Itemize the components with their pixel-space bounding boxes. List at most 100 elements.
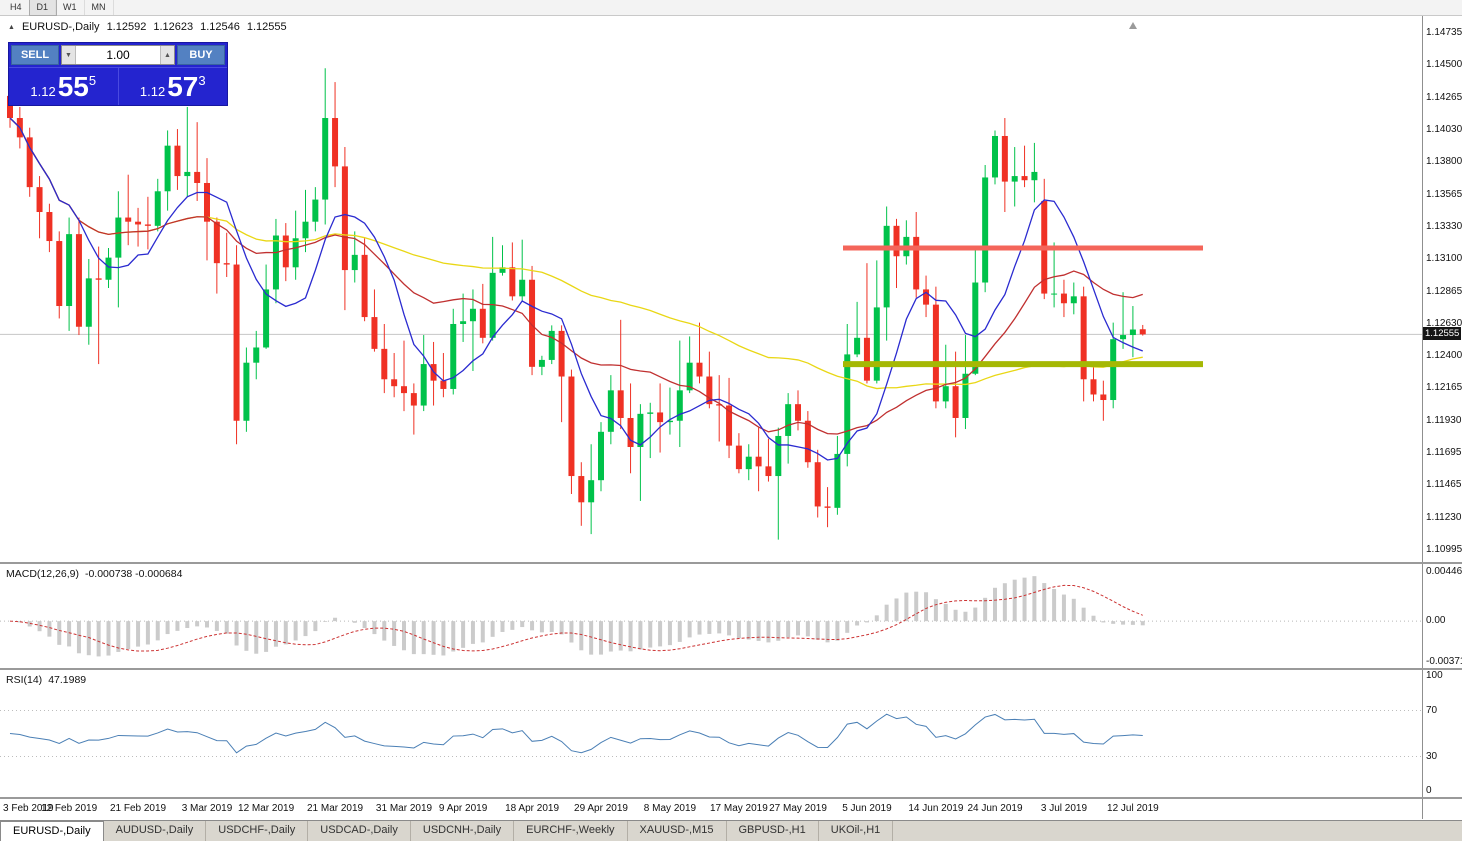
sell-button[interactable]: SELL xyxy=(11,45,59,65)
candle-body xyxy=(332,118,339,167)
x-axis-label: 31 Mar 2019 xyxy=(375,803,433,814)
pane-separator[interactable] xyxy=(0,797,1462,799)
timeframe-d1-button[interactable]: D1 xyxy=(28,0,58,16)
candle-body xyxy=(371,317,378,349)
candle-body xyxy=(686,362,693,391)
tab-eurusd-daily[interactable]: EURUSD-,Daily xyxy=(0,821,104,841)
candle-body xyxy=(361,254,368,318)
candle-body xyxy=(696,362,703,377)
candle-body xyxy=(26,137,33,188)
x-axis-label: 3 Jul 2019 xyxy=(1040,803,1088,814)
candle-body xyxy=(499,267,506,273)
candle-body xyxy=(735,445,742,470)
candle-body xyxy=(578,476,585,503)
rsi-tick: 0 xyxy=(1426,785,1432,796)
candle-body xyxy=(56,241,63,307)
rsi-line xyxy=(9,713,1143,754)
price-scale[interactable]: 1.14735 1.14500 1.14265 1.14030 1.13800 1.135… xyxy=(1422,16,1462,819)
candle-body xyxy=(253,347,260,363)
candle-body xyxy=(863,337,870,381)
candle-body xyxy=(657,412,664,423)
price-tick: 1.11465 xyxy=(1426,479,1462,491)
tab-usdchf-daily[interactable]: USDCHF-,Daily xyxy=(206,821,309,841)
tab-audusd-daily[interactable]: AUDUSD-,Daily xyxy=(104,821,207,841)
candle-body xyxy=(341,166,348,271)
time-axis[interactable]: 3 Feb 2019 12 Feb 2019 21 Feb 2019 3 Mar 20… xyxy=(0,799,1422,819)
candle-body xyxy=(745,456,752,470)
candle-body xyxy=(529,279,536,367)
ma-fast-line xyxy=(9,117,1143,461)
macd-indicator-canvas[interactable] xyxy=(0,564,1422,668)
candle-body xyxy=(982,177,989,283)
candle-body xyxy=(194,171,201,183)
price-tick: 1.11930 xyxy=(1426,414,1462,426)
candle-body xyxy=(410,393,417,406)
timeframe-w1-button[interactable]: W1 xyxy=(56,0,85,15)
chart-shift-marker-icon[interactable] xyxy=(1129,22,1137,29)
candle-body xyxy=(1129,329,1136,336)
tab-usdcnh-daily[interactable]: USDCNH-,Daily xyxy=(411,821,515,841)
candle-body xyxy=(125,217,132,222)
buy-price[interactable]: 1.12 57 3 xyxy=(117,68,228,105)
candle-body xyxy=(854,337,861,355)
candle-body xyxy=(1070,296,1077,304)
volume-input[interactable]: 1.00 xyxy=(106,48,130,62)
chart-header: ▲ EURUSD-,Daily 1.12592 1.12623 1.12546 … xyxy=(8,21,287,33)
candle-body xyxy=(292,238,299,268)
x-axis-label: 18 Apr 2019 xyxy=(505,803,560,814)
candle-body xyxy=(469,308,476,322)
volume-increase-icon[interactable]: ▲ xyxy=(160,46,174,64)
one-click-toggle-icon[interactable]: ▲ xyxy=(8,23,15,31)
candle-body xyxy=(489,272,496,338)
candle-body xyxy=(627,417,634,448)
candle-body xyxy=(420,364,427,406)
x-axis-label: 12 Feb 2019 xyxy=(41,803,98,814)
candle-body xyxy=(36,187,43,213)
tab-xauusd-m15[interactable]: XAUUSD-,M15 xyxy=(628,821,727,841)
candle-body xyxy=(785,404,792,436)
quote-close: 1.12555 xyxy=(246,21,287,33)
price-tick: 1.12165 xyxy=(1426,382,1462,394)
candle-body xyxy=(272,235,279,290)
tab-eurchf-weekly[interactable]: EURCHF-,Weekly xyxy=(514,821,628,841)
x-axis-label: 21 Mar 2019 xyxy=(306,803,364,814)
candle-body xyxy=(637,413,644,448)
candle-body xyxy=(1060,293,1067,304)
tab-usdcad-daily[interactable]: USDCAD-,Daily xyxy=(308,821,411,841)
one-click-trading-panel: SELL ▼ 1.00 ▲ BUY 1.12 55 5 1.12 57 3 xyxy=(8,42,228,106)
price-tick: 1.14030 xyxy=(1426,124,1462,136)
candle-body xyxy=(440,380,447,389)
candle-body xyxy=(716,404,723,406)
volume-field[interactable]: ▼ 1.00 ▲ xyxy=(61,45,175,65)
rsi-indicator-canvas[interactable] xyxy=(0,670,1422,797)
buy-button[interactable]: BUY xyxy=(177,45,225,65)
price-tick: 1.14265 xyxy=(1426,91,1462,103)
candle-body xyxy=(223,263,230,265)
volume-decrease-icon[interactable]: ▼ xyxy=(62,46,76,64)
timeframe-h4-button[interactable]: H4 xyxy=(3,0,30,15)
candle-body xyxy=(460,321,467,324)
candle-body xyxy=(1110,339,1117,401)
timeframe-mn-button[interactable]: MN xyxy=(85,0,114,15)
x-axis-label: 3 Mar 2019 xyxy=(181,803,233,814)
rsi-tick: 30 xyxy=(1426,750,1438,762)
price-chart-canvas[interactable] xyxy=(0,16,1422,562)
candle-body xyxy=(135,221,142,225)
candle-body xyxy=(164,145,171,192)
macd-tick: 0.004465 xyxy=(1426,566,1462,577)
candle-body xyxy=(144,224,151,226)
pane-separator[interactable] xyxy=(0,562,1462,564)
candle-body xyxy=(213,221,220,264)
candle-body xyxy=(755,456,762,467)
candle-body xyxy=(302,221,309,239)
tab-gbpusd-h1[interactable]: GBPUSD-,H1 xyxy=(727,821,819,841)
pane-separator[interactable] xyxy=(0,668,1462,670)
tab-ukoil-h1[interactable]: UKOil-,H1 xyxy=(819,821,894,841)
candle-body xyxy=(322,118,329,200)
timeframe-toolbar: H4 D1 W1 MN xyxy=(0,0,1462,16)
candle-body xyxy=(804,420,811,463)
candle-body xyxy=(282,235,289,268)
sell-price[interactable]: 1.12 55 5 xyxy=(9,68,118,105)
candle-body xyxy=(558,330,565,377)
